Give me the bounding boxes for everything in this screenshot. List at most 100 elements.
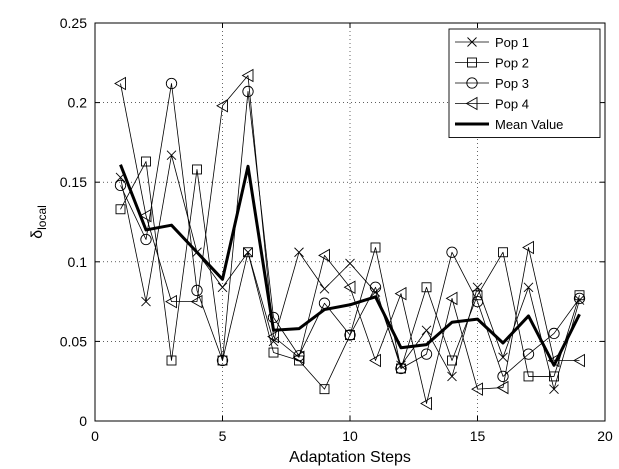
data-point [523, 282, 534, 293]
data-point [446, 246, 458, 258]
legend: Pop 1 Pop 2 Pop 3 Pop 4 Mean Value [448, 28, 601, 138]
data-point [496, 380, 509, 395]
series-layer [114, 68, 586, 411]
data-point [319, 384, 330, 395]
data-point [241, 68, 254, 83]
marker-stroke [166, 150, 177, 160]
data-point [192, 164, 202, 175]
data-point [141, 156, 151, 167]
data-point [216, 354, 229, 367]
y-tick-label: 0 [79, 413, 87, 429]
data-point [141, 296, 151, 307]
data-point [420, 348, 433, 360]
series-line [120, 83, 580, 377]
legend-entry: Pop 4 [455, 97, 529, 112]
legend-marker [465, 96, 478, 111]
data-point [498, 247, 508, 258]
data-point [166, 355, 177, 366]
data-point [497, 370, 509, 383]
data-point [498, 352, 508, 363]
y-axis-label-sub: local [35, 205, 49, 230]
marker-stroke [141, 296, 151, 307]
data-point [549, 371, 559, 382]
marker-stroke [345, 258, 355, 269]
data-point [573, 353, 585, 368]
data-point [115, 204, 126, 215]
data-point [395, 362, 407, 375]
marker-stroke [498, 352, 508, 363]
marker-stroke [447, 371, 457, 382]
y-tick-label: 0.05 [60, 333, 87, 349]
data-point [242, 85, 254, 98]
data-point [369, 281, 382, 293]
data-point [344, 329, 356, 341]
y-axis-label: δlocal [29, 205, 49, 239]
data-point [421, 325, 432, 336]
data-point [268, 347, 279, 358]
marker-stroke [421, 325, 432, 336]
legend-entry: Pop 1 [455, 35, 529, 50]
data-point [318, 248, 330, 263]
data-point [217, 355, 228, 366]
data-point [471, 382, 483, 396]
data-point [165, 294, 177, 309]
series-mean-value [119, 164, 581, 367]
legend-label: Pop 2 [495, 56, 529, 71]
legend-entry: Pop 3 [455, 76, 529, 91]
data-point [369, 353, 381, 368]
data-point [472, 290, 483, 301]
data-point [471, 295, 484, 308]
y-tick-label: 0.25 [60, 15, 87, 31]
series-line [120, 75, 580, 404]
data-point [447, 371, 457, 382]
data-point [267, 329, 279, 344]
data-point [292, 350, 305, 365]
data-point [421, 282, 432, 293]
legend-label: Mean Value [495, 117, 563, 132]
data-point [114, 76, 126, 91]
marker-stroke [396, 360, 406, 371]
x-tick-label: 15 [470, 428, 486, 444]
data-point [523, 371, 534, 382]
data-point [370, 242, 381, 253]
data-point [319, 284, 330, 294]
data-point [345, 330, 355, 340]
y-tick-label: 0.1 [68, 254, 88, 270]
marker-stroke [217, 282, 228, 293]
data-point [294, 247, 304, 258]
data-point [549, 384, 559, 394]
data-point [216, 99, 228, 113]
marker-stroke [467, 37, 477, 47]
series-pop-3 [114, 77, 586, 383]
y-axis-label-main: δ [29, 230, 46, 239]
x-tick-label: 20 [597, 428, 613, 444]
data-point [522, 240, 534, 255]
series-pop-4 [114, 68, 585, 411]
legend-label: Pop 3 [495, 76, 529, 91]
data-point [140, 233, 152, 246]
marker-stroke [319, 284, 330, 294]
x-tick-label: 5 [219, 428, 227, 444]
data-point [420, 396, 432, 411]
data-point [139, 208, 152, 223]
x-axis-label: Adaptation Steps [289, 449, 411, 466]
legend-marker [467, 57, 477, 68]
data-point [217, 282, 228, 293]
legend-marker [466, 77, 478, 89]
marker-stroke [268, 336, 279, 347]
data-point [191, 284, 203, 297]
data-point [396, 360, 406, 371]
legend-entry: Mean Value [455, 117, 563, 132]
data-point [522, 348, 535, 360]
legend-label: Pop 4 [495, 97, 529, 112]
data-point [548, 327, 560, 340]
legend-label: Pop 1 [495, 35, 529, 50]
data-point [243, 247, 253, 258]
data-point [394, 286, 407, 301]
data-point [445, 291, 458, 306]
ticks: 0 5 10 15 20 0 0.05 0.1 0.15 0.2 0.25 [60, 15, 613, 444]
series-line [120, 154, 580, 390]
data-point [165, 77, 178, 90]
data-point [114, 179, 127, 192]
